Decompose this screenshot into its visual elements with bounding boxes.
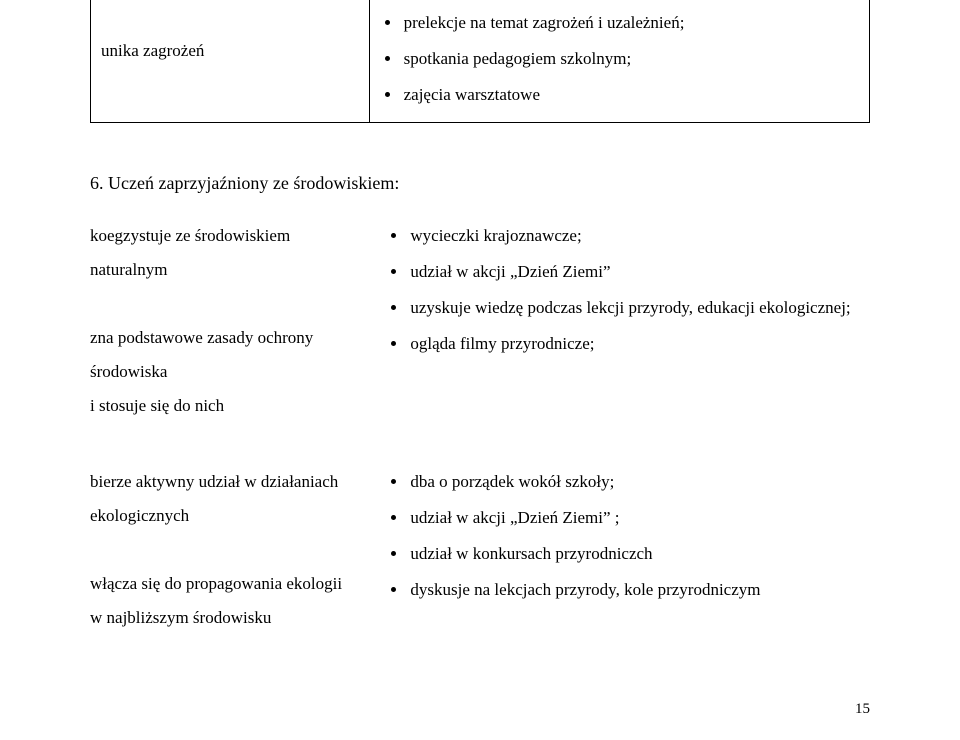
top-table-left-text: unika zagrożeń [101,6,359,68]
list-item: zajęcia warsztatowe [402,78,859,112]
list-item: prelekcje na temat zagrożeń i uzależnień… [402,6,859,40]
top-table: unika zagrożeń prelekcje na temat zagroż… [90,0,870,123]
body-line: bierze aktywny udział w działaniach [90,465,366,499]
block1-right: wycieczki krajoznawcze; udział w akcji „… [386,219,870,423]
body-line: włącza się do propagowania ekologii [90,567,366,601]
top-table-left-cell: unika zagrożeń [91,0,370,123]
page: unika zagrożeń prelekcje na temat zagroż… [0,0,960,740]
block2-right: dba o porządek wokół szkoły; udział w ak… [386,465,870,635]
table-row: unika zagrożeń prelekcje na temat zagroż… [91,0,870,123]
list-item: ogląda filmy przyrodnicze; [408,327,870,361]
body-line: zna podstawowe zasady ochrony środowiska [90,321,366,389]
list-item: wycieczki krajoznawcze; [408,219,870,253]
list-item: dba o porządek wokół szkoły; [408,465,870,499]
content-block-1: koegzystuje ze środowiskiem naturalnym z… [90,219,870,423]
list-item: udział w akcji „Dzień Ziemi” [408,255,870,289]
body-line: koegzystuje ze środowiskiem naturalnym [90,219,366,287]
list-item: uzyskuje wiedzę podczas lekcji przyrody,… [408,291,870,325]
block1-bullets: wycieczki krajoznawcze; udział w akcji „… [386,219,870,361]
list-item: udział w akcji „Dzień Ziemi” ; [408,501,870,535]
list-item: udział w konkursach przyrodniczch [408,537,870,571]
page-number: 15 [855,701,870,718]
content-block-2: bierze aktywny udział w działaniach ekol… [90,465,870,635]
list-item: dyskusje na lekcjach przyrody, kole przy… [408,573,870,607]
top-table-bullets: prelekcje na temat zagrożeń i uzależnień… [380,6,859,112]
section-heading: 6. Uczeń zaprzyjaźniony ze środowiskiem: [90,165,870,201]
block2-bullets: dba o porządek wokół szkoły; udział w ak… [386,465,870,607]
body-line: w najbliższym środowisku [90,601,366,635]
body-line: i stosuje się do nich [90,389,366,423]
list-item: spotkania pedagogiem szkolnym; [402,42,859,76]
block2-left: bierze aktywny udział w działaniach ekol… [90,465,386,635]
body-line [90,287,366,321]
body-line: ekologicznych [90,499,366,533]
top-table-right-cell: prelekcje na temat zagrożeń i uzależnień… [369,0,869,123]
block1-left: koegzystuje ze środowiskiem naturalnym z… [90,219,386,423]
body-line [90,533,366,567]
